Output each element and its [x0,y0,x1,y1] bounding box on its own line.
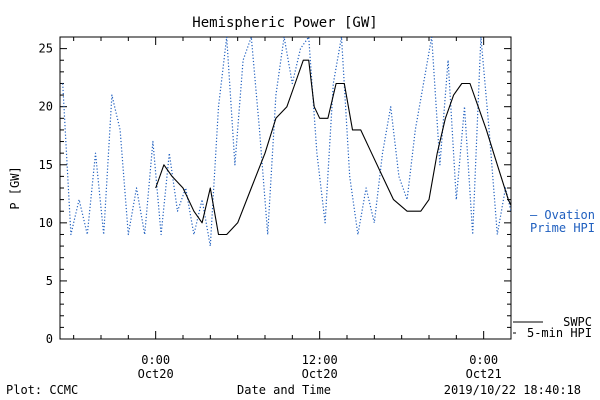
y-tick-label: 0 [46,332,53,346]
x-tick-time-label: 0:00 [469,353,498,367]
x-axis-label: Date and Time [237,383,331,397]
legend-ovation-line2: Prime HPI [530,221,595,235]
y-axis-ticks: 0 5 10 15 20 25 [39,36,511,346]
footer-plot-credit: Plot: CCMC [6,383,78,397]
series-ovation-prime-line [62,37,511,247]
series-layer [62,37,511,247]
y-tick-label: 15 [39,158,53,172]
x-axis-ticks: 0:00Oct2012:00Oct200:00Oct2112:00Oct210:… [73,37,512,381]
x-tick-time-label: 0:00 [141,353,170,367]
x-tick-date-label: Oct20 [302,367,338,381]
y-tick-label: 10 [39,216,53,230]
legend-swpc-line2: 5-min HPI [527,326,592,340]
x-tick-date-label: Oct21 [466,367,502,381]
footer-timestamp: 2019/10/22 18:40:18 [444,383,581,397]
y-tick-label: 5 [46,274,53,288]
legend-swpc-line1: SWPC [563,315,592,329]
y-tick-label: 20 [39,100,53,114]
plot-frame [59,36,512,340]
chart-title: Hemispheric Power [GW] [192,15,377,31]
x-tick-date-label: Oct20 [138,367,174,381]
y-tick-label: 25 [39,42,53,56]
legend-ovation-line1: – Ovation [530,208,595,222]
y-axis-label: P [GW] [8,166,22,209]
x-tick-time-label: 12:00 [302,353,338,367]
series-swpc-line [155,59,511,236]
